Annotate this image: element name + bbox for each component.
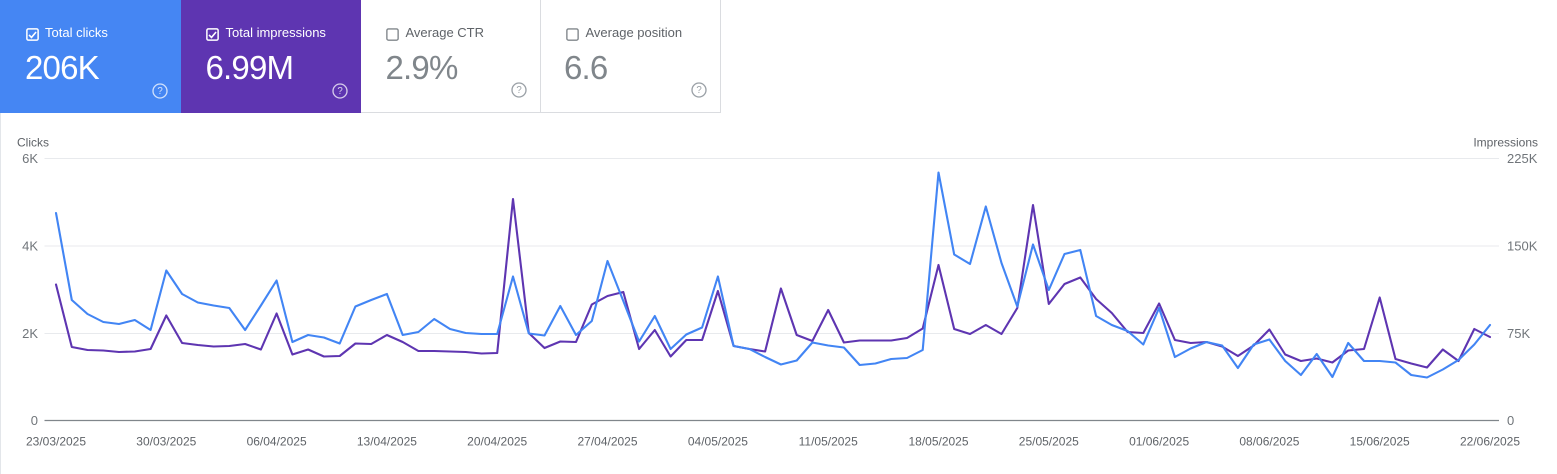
svg-text:?: ? [337,86,343,97]
svg-text:01/06/2025: 01/06/2025 [1129,435,1189,449]
svg-text:25/05/2025: 25/05/2025 [1019,435,1079,449]
svg-text:225K: 225K [1507,151,1538,166]
svg-text:?: ? [157,86,163,97]
svg-text:150K: 150K [1507,239,1538,254]
svg-text:11/05/2025: 11/05/2025 [799,435,858,449]
svg-text:?: ? [516,85,522,96]
svg-text:0: 0 [31,413,38,428]
svg-text:30/03/2025: 30/03/2025 [136,435,196,449]
svg-text:0: 0 [1507,413,1514,428]
svg-text:18/05/2025: 18/05/2025 [908,435,968,449]
svg-text:2K: 2K [22,326,38,341]
svg-text:23/03/2025: 23/03/2025 [26,435,86,449]
svg-text:04/05/2025: 04/05/2025 [688,435,748,449]
svg-text:?: ? [696,85,702,96]
svg-text:06/04/2025: 06/04/2025 [247,435,307,449]
svg-text:75K: 75K [1507,326,1530,341]
svg-text:4K: 4K [22,239,38,254]
svg-text:13/04/2025: 13/04/2025 [357,435,417,449]
svg-text:15/06/2025: 15/06/2025 [1350,435,1410,449]
svg-text:20/04/2025: 20/04/2025 [467,435,527,449]
svg-text:08/06/2025: 08/06/2025 [1239,435,1299,449]
svg-text:Impressions: Impressions [1473,136,1538,150]
svg-text:22/06/2025: 22/06/2025 [1460,435,1520,449]
svg-text:Clicks: Clicks [17,136,49,150]
svg-text:6K: 6K [22,151,38,166]
svg-text:27/04/2025: 27/04/2025 [577,435,637,449]
